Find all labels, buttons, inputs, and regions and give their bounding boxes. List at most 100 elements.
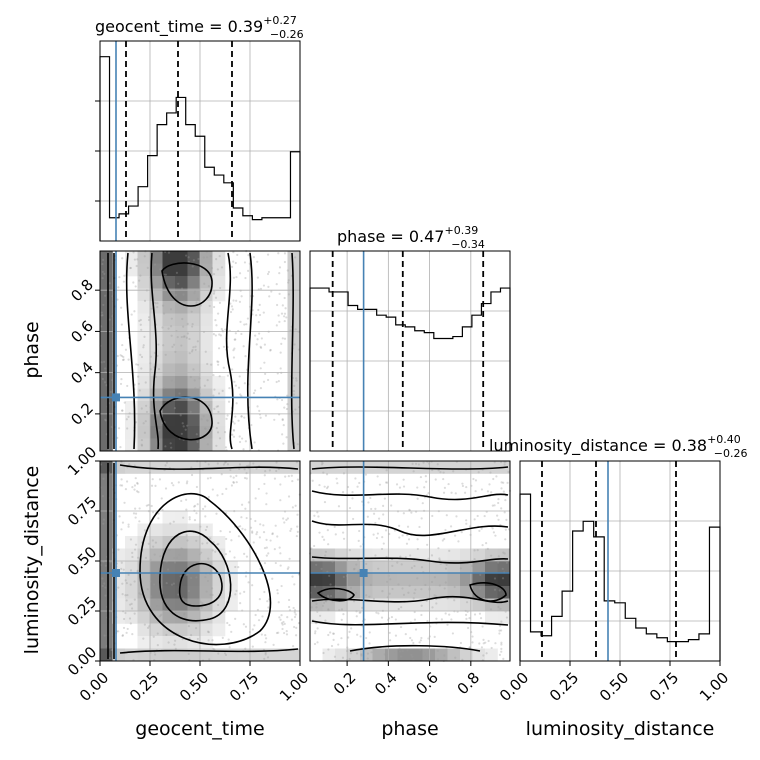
sample-point	[240, 295, 243, 298]
density-cell	[100, 586, 113, 599]
sample-point	[204, 515, 207, 518]
sample-point	[281, 337, 284, 340]
sample-point	[358, 481, 361, 485]
sample-point	[264, 641, 267, 644]
sample-point	[420, 517, 423, 520]
sample-point	[174, 350, 177, 353]
sample-point	[485, 542, 488, 545]
sample-point	[504, 499, 507, 502]
density-cell	[137, 598, 151, 612]
sample-point	[287, 279, 290, 282]
density-cell	[447, 548, 461, 562]
sample-point	[230, 630, 233, 633]
sample-point	[286, 567, 289, 571]
sample-point	[147, 503, 150, 507]
sample-point	[416, 538, 419, 541]
sample-point	[124, 594, 127, 597]
sample-point	[226, 463, 230, 466]
panel-frame	[99, 40, 301, 242]
contour-line	[107, 253, 115, 449]
sample-point	[497, 497, 500, 501]
sample-point	[146, 266, 149, 269]
sample-point	[247, 269, 250, 272]
sample-point	[150, 307, 153, 310]
sample-point	[347, 636, 350, 639]
density-cell	[287, 363, 301, 377]
sample-point	[431, 606, 434, 609]
sample-point	[223, 431, 227, 434]
sample-point	[478, 612, 482, 615]
sample-point	[410, 653, 413, 656]
sample-point	[159, 268, 162, 271]
sample-point	[410, 639, 414, 642]
sample-point	[474, 490, 477, 493]
density-cell	[100, 338, 113, 352]
sample-point	[342, 575, 345, 579]
sample-point	[218, 375, 221, 378]
sample-point	[164, 273, 167, 276]
density-cell	[187, 401, 201, 414]
sample-point	[493, 588, 497, 591]
sample-point	[221, 636, 224, 639]
sample-point	[244, 276, 247, 280]
sample-point	[500, 643, 503, 646]
sample-point	[134, 421, 138, 424]
sample-point	[398, 536, 401, 539]
sample-point	[329, 583, 332, 586]
sample-point	[180, 335, 183, 339]
sample-point	[143, 529, 147, 532]
sample-point	[174, 380, 177, 383]
density-cell	[187, 351, 201, 364]
sample-point	[208, 658, 211, 661]
sample-point	[216, 360, 219, 363]
density-cell	[200, 438, 213, 452]
sample-point	[414, 628, 418, 631]
sample-point	[285, 436, 288, 439]
x-tick-label: 0.50	[176, 669, 212, 705]
sample-point	[440, 618, 443, 621]
sample-point	[470, 564, 473, 567]
sample-point	[223, 461, 227, 464]
density-cell	[150, 523, 163, 537]
density-cell	[460, 598, 473, 612]
sample-point	[138, 592, 141, 595]
sample-point	[102, 518, 106, 521]
density-cell	[347, 561, 361, 574]
histogram-geocent_time	[99, 40, 301, 242]
sample-point	[483, 514, 486, 518]
sample-point	[144, 556, 148, 560]
sample-point	[187, 625, 191, 628]
density-cell	[187, 623, 201, 637]
sample-point	[277, 252, 280, 255]
density-cell	[100, 573, 113, 587]
sample-point	[131, 551, 134, 554]
sample-point	[413, 564, 416, 568]
sample-point	[276, 535, 279, 538]
sample-point	[278, 266, 282, 269]
density-cell	[150, 536, 163, 549]
density-cell	[347, 648, 361, 662]
density-cell	[175, 623, 188, 637]
sample-point	[394, 651, 397, 654]
density-cell	[200, 636, 213, 649]
sample-point	[402, 593, 406, 596]
sample-point	[241, 527, 244, 530]
sample-point	[320, 567, 323, 570]
sample-point	[256, 260, 259, 263]
density-cell	[150, 586, 163, 599]
density-cell	[100, 461, 113, 474]
sample-point	[290, 527, 293, 530]
sample-point	[436, 658, 440, 661]
density-cell	[287, 426, 301, 439]
sample-point	[260, 633, 263, 636]
density-cell	[150, 363, 163, 377]
sample-point	[231, 420, 235, 423]
sample-point	[122, 280, 125, 283]
sample-point	[279, 483, 282, 486]
sample-point	[357, 539, 360, 542]
sample-point	[284, 475, 287, 478]
sample-point	[368, 595, 371, 598]
sample-point	[257, 619, 261, 622]
density-cell	[162, 338, 176, 352]
sample-point	[323, 500, 327, 504]
